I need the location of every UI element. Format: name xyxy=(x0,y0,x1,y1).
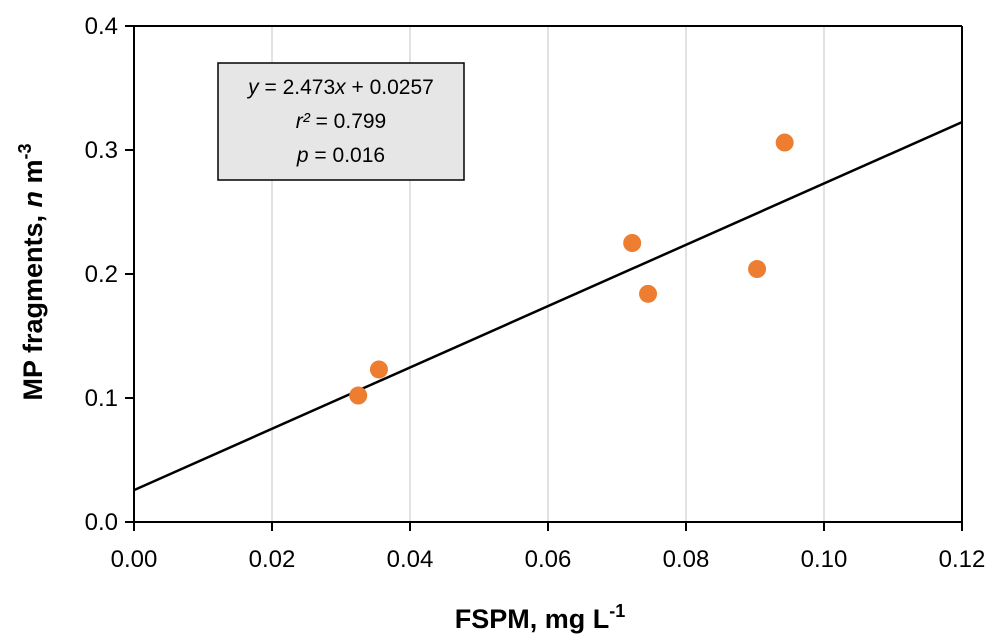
y-axis-title: MP fragments, n m-3 xyxy=(15,143,48,400)
y-tick-labels: 0.0 0.1 0.2 0.3 0.4 xyxy=(85,13,118,536)
x-tick-label: 0.00 xyxy=(111,546,158,573)
r-squared-line: r² = 0.799 xyxy=(296,110,386,133)
eq-xvar: x xyxy=(334,76,347,99)
x-tick-label: 0.04 xyxy=(387,546,434,573)
y-axis-title-unit: m xyxy=(18,159,48,191)
equation-box-background xyxy=(217,62,465,181)
eq-rest: = 2.473 xyxy=(259,76,335,99)
x-tick-labels: 0.00 0.02 0.04 0.06 0.08 0.10 0.12 xyxy=(111,546,986,573)
data-point xyxy=(623,234,642,252)
y-tick-label: 0.4 xyxy=(85,13,118,40)
y-tick-label: 0.1 xyxy=(85,385,118,412)
p-value-line: p = 0.016 xyxy=(296,144,385,167)
y-tick-label: 0.2 xyxy=(85,261,118,288)
data-points xyxy=(349,133,794,405)
y-axis-title-sup: -3 xyxy=(15,143,35,159)
y-axis-title-italic: n xyxy=(18,191,48,208)
r-rest: = 0.799 xyxy=(310,110,386,133)
y-tick-label: 0.3 xyxy=(85,137,118,164)
x-tick-label: 0.08 xyxy=(663,546,710,573)
equation-box: y = 2.473x + 0.0257 r² = 0.799 p = 0.016 xyxy=(217,62,465,181)
x-tick-label: 0.02 xyxy=(249,546,296,573)
r-var: r² xyxy=(296,110,311,133)
regression-line xyxy=(133,121,963,492)
data-point xyxy=(639,284,658,303)
y-axis-title-main: MP fragments, xyxy=(18,207,48,400)
eq-tail: + 0.0257 xyxy=(346,76,434,99)
x-axis-title-main: FSPM, mg L xyxy=(455,604,610,634)
x-tick-label: 0.06 xyxy=(525,546,572,573)
x-tick-label: 0.10 xyxy=(801,546,848,573)
data-point xyxy=(349,386,368,405)
eq-var: y xyxy=(246,76,260,99)
tick-marks xyxy=(125,25,963,531)
x-axis-title-sup: -1 xyxy=(609,601,625,621)
x-axis-title: FSPM, mg L-1 xyxy=(455,601,626,634)
p-var: p xyxy=(296,144,309,167)
equation-line: y = 2.473x + 0.0257 xyxy=(246,76,434,99)
data-point xyxy=(369,360,388,379)
y-tick-label: 0.0 xyxy=(85,509,118,536)
x-tick-label: 0.12 xyxy=(939,546,986,573)
p-rest: = 0.016 xyxy=(309,144,385,167)
data-point xyxy=(775,133,794,152)
data-point xyxy=(748,260,767,279)
